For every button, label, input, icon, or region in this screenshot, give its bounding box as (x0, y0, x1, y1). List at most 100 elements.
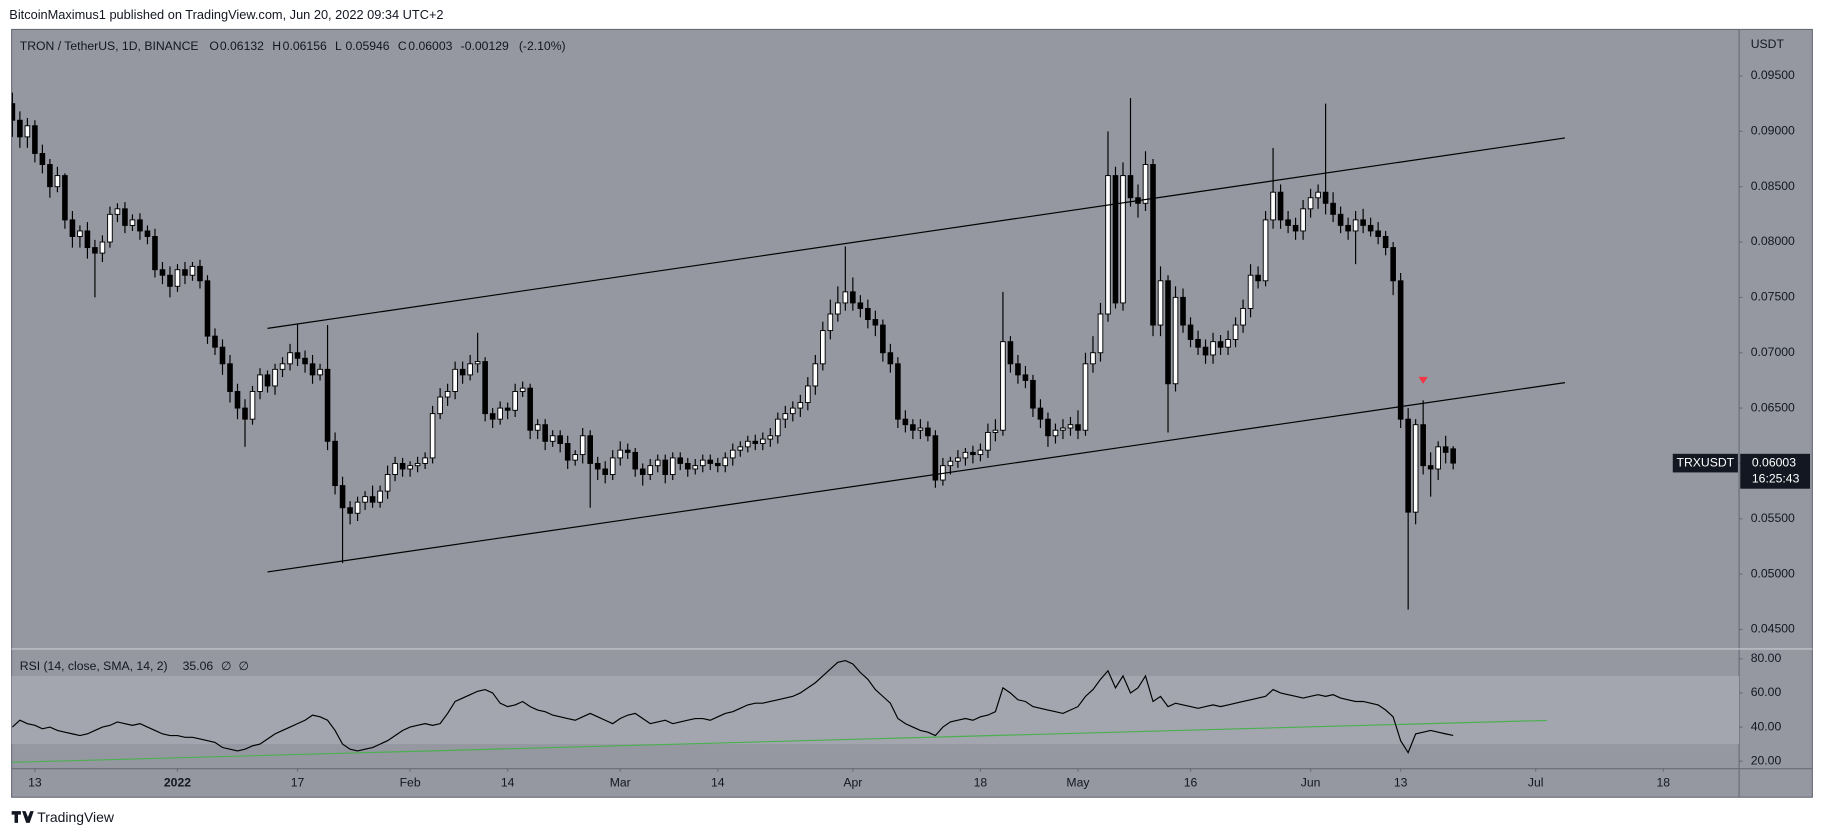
chart-title: TRON / TetherUS, 1D, BINANCE (20, 39, 199, 53)
candle-body (62, 175, 68, 221)
candle-body (272, 368, 278, 387)
candle-body (17, 119, 23, 138)
candle-body (1427, 465, 1434, 470)
x-tick-label: Feb (400, 775, 421, 789)
candle-body (827, 313, 834, 332)
candle-body (182, 269, 188, 276)
y-tick-label: 0.09500 (1751, 68, 1795, 82)
candle-body (399, 462, 406, 470)
publisher-line: BitcoinMaximus1 published on TradingView… (9, 7, 443, 22)
candle-body (542, 424, 548, 442)
chart-frame (11, 28, 1813, 798)
legend-change: -0.00129 (461, 39, 509, 53)
candle-body (519, 387, 526, 392)
candle-body (872, 319, 879, 326)
candle-body (760, 438, 766, 444)
candle-body (602, 468, 609, 475)
candle-body (699, 459, 706, 467)
candle-body (107, 213, 113, 243)
y-tick-label: 0.09000 (1751, 124, 1795, 138)
rsi-band (11, 675, 1740, 745)
candle-body (332, 440, 338, 487)
candle-body (1450, 448, 1456, 464)
channel-line (267, 382, 1566, 573)
candle-body (1030, 379, 1036, 409)
candle-body (137, 219, 143, 232)
candle-body (482, 361, 488, 415)
candle-body (932, 435, 939, 481)
candle-body (947, 460, 954, 467)
candle-body (579, 435, 586, 456)
legend-value: 0.05946 (345, 39, 389, 53)
candle-body (880, 324, 886, 354)
candle-body (429, 413, 436, 459)
candle-body (39, 152, 46, 165)
candle-body (564, 443, 571, 461)
candle-body (797, 402, 804, 409)
candle-body (805, 385, 811, 404)
legend-key: H (272, 39, 281, 53)
candle-body (534, 424, 541, 431)
legend-value: 0.06003 (408, 39, 452, 53)
candle-body (1442, 446, 1449, 453)
candle-body (47, 164, 53, 188)
candle-body (99, 241, 106, 254)
candle-body (557, 435, 563, 444)
candle-body (159, 269, 166, 276)
candle-body (1127, 175, 1134, 199)
candle-body (812, 363, 819, 387)
rsi-na: ∅ (221, 659, 232, 673)
candle-body (1270, 191, 1276, 221)
y-tick-label: 0.05000 (1751, 566, 1795, 580)
candle-body (782, 413, 789, 420)
candle-body (677, 457, 684, 464)
candle-body (1240, 307, 1246, 326)
candle-body (377, 490, 383, 503)
y-tick-label: 0.08000 (1751, 234, 1795, 248)
candle-body (1367, 224, 1374, 232)
candle-body (850, 291, 856, 304)
candle-body (587, 435, 593, 464)
candle-body (1060, 427, 1066, 431)
candle-body (1202, 346, 1209, 356)
candle-body (317, 368, 323, 376)
candle-body (977, 449, 984, 456)
candle-body (324, 368, 331, 442)
candle-body (369, 496, 376, 503)
candle-body (452, 368, 458, 392)
legend-change-pct: (-2.10%) (519, 39, 566, 53)
candle-body (662, 459, 669, 475)
candle-body (632, 451, 639, 470)
candle-body (1315, 191, 1321, 199)
candle-body (24, 125, 31, 138)
candle-body (407, 465, 413, 470)
candle-body (902, 418, 909, 426)
candle-body (474, 361, 481, 365)
candle-body (1150, 164, 1156, 326)
candle-body (294, 352, 301, 359)
candle-body (1120, 175, 1126, 304)
candle-body (347, 507, 353, 514)
price-tag-value: 0.06003 (1752, 455, 1796, 469)
candle-body (504, 407, 511, 411)
x-tick-label: 13 (28, 775, 42, 789)
candle-body (549, 435, 556, 442)
candle-body (744, 440, 751, 448)
candle-body (114, 208, 121, 215)
candle-body (1007, 341, 1014, 365)
candle-body (362, 496, 368, 503)
candle-body (1307, 197, 1314, 210)
candle-body (917, 427, 924, 431)
candle-body (955, 457, 961, 462)
candle-body (857, 302, 864, 309)
y-tick-label: 0.06500 (1751, 400, 1795, 414)
candle-body (1045, 418, 1051, 437)
candle-body (835, 302, 841, 315)
candle-body (617, 449, 624, 459)
candle-body (1405, 418, 1411, 513)
candle-body (624, 449, 631, 453)
candle-body (11, 103, 16, 121)
candle-body (1300, 208, 1306, 232)
rsi-value: 35.06 (183, 659, 214, 673)
